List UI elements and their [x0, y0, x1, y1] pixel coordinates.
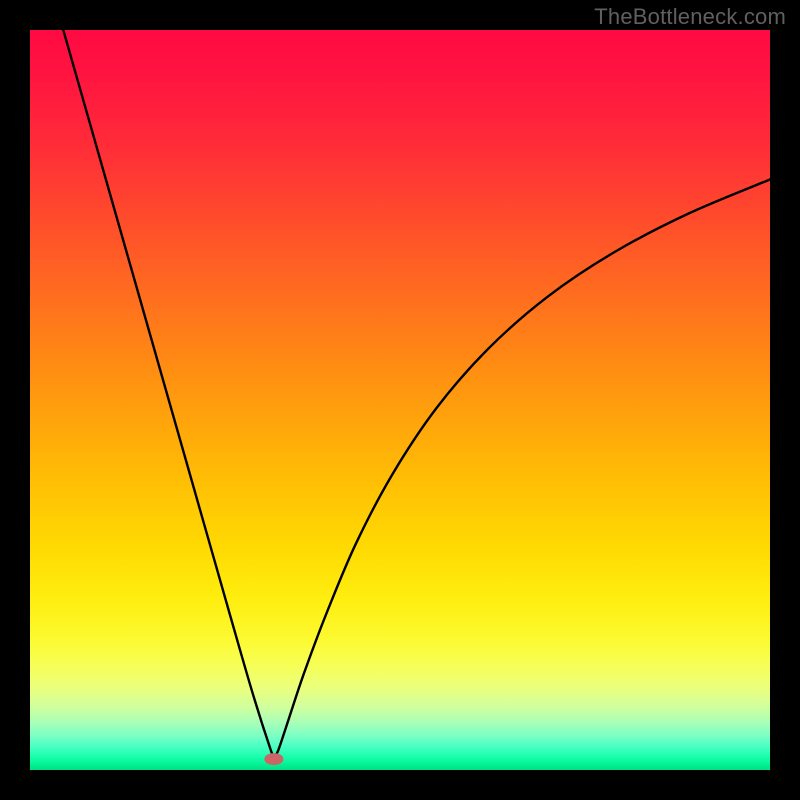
bottleneck-curve — [63, 30, 770, 757]
optimal-point-marker — [265, 753, 284, 765]
plot-area — [30, 30, 770, 770]
curve-layer — [30, 30, 770, 770]
attribution-text: TheBottleneck.com — [594, 4, 786, 30]
